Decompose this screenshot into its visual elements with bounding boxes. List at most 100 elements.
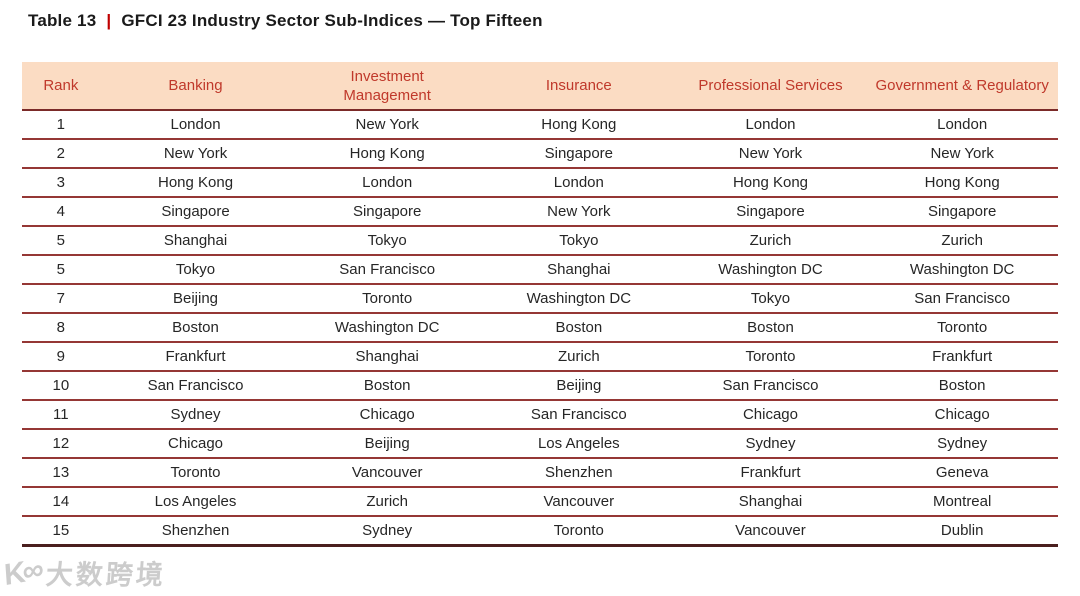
- column-header-label: Banking: [168, 77, 223, 94]
- city-cell: San Francisco: [483, 400, 675, 430]
- column-header: Banking: [99, 62, 292, 111]
- column-header: Government & Regulatory: [866, 62, 1058, 111]
- city-cell: Sydney: [99, 400, 292, 430]
- city-cell: Boston: [674, 313, 867, 343]
- table-row: 2 New York Hong Kong Singapore New York New Y…: [22, 139, 1058, 169]
- column-header: Rank: [22, 62, 100, 111]
- city-cell: Chicago: [674, 400, 867, 430]
- page-title: Table 13 | GFCI 23 Industry Sector Sub-Ind…: [28, 11, 543, 31]
- city-cell: Dublin: [866, 516, 1058, 547]
- city-cell: Hong Kong: [483, 110, 675, 140]
- watermark-logo-icon: K∞: [3, 552, 42, 592]
- table-row: 14 Los Angeles Zurich Vancouver Shanghai Mont…: [22, 487, 1058, 517]
- city-cell: Singapore: [483, 139, 675, 169]
- city-cell: London: [674, 110, 867, 140]
- city-cell: Chicago: [99, 429, 292, 459]
- city-cell: Toronto: [674, 342, 867, 372]
- city-cell: London: [291, 168, 483, 198]
- column-header: Professional Services: [674, 62, 867, 111]
- table-title-text: GFCI 23 Industry Sector Sub-Indices — To…: [121, 11, 543, 30]
- city-cell: Zurich: [866, 226, 1058, 256]
- city-cell: Los Angeles: [99, 487, 292, 517]
- header-row: Rank Banking Investment Management Insuranc…: [22, 62, 1058, 111]
- city-cell: Hong Kong: [866, 168, 1058, 198]
- table-row: 10 San Francisco Boston Beijing San Francisc…: [22, 371, 1058, 401]
- rank-cell: 1: [22, 110, 100, 140]
- rank-cell: 15: [22, 516, 100, 547]
- column-header: Investment Management: [291, 62, 483, 111]
- city-cell: Zurich: [483, 342, 675, 372]
- city-cell: Toronto: [866, 313, 1058, 343]
- rank-cell: 4: [22, 197, 100, 227]
- city-cell: Vancouver: [291, 458, 483, 488]
- rank-cell: 11: [22, 400, 100, 430]
- city-cell: London: [483, 168, 675, 198]
- city-cell: Singapore: [99, 197, 292, 227]
- table-row: 4 Singapore Singapore New York Singapore Sing…: [22, 197, 1058, 227]
- city-cell: New York: [483, 197, 675, 227]
- watermark-text: 大数跨境: [44, 560, 167, 590]
- rank-cell: 7: [22, 284, 100, 314]
- column-header: Insurance: [483, 62, 675, 111]
- city-cell: Hong Kong: [291, 139, 483, 169]
- city-cell: Geneva: [866, 458, 1058, 488]
- rank-cell: 10: [22, 371, 100, 401]
- city-cell: Beijing: [99, 284, 292, 314]
- table-row: 5 Tokyo San Francisco Shanghai Washington DC…: [22, 255, 1058, 285]
- city-cell: Hong Kong: [674, 168, 867, 198]
- city-cell: Sydney: [866, 429, 1058, 459]
- city-cell: London: [99, 110, 292, 140]
- city-cell: Washington DC: [291, 313, 483, 343]
- rank-cell: 8: [22, 313, 100, 343]
- city-cell: Washington DC: [674, 255, 867, 285]
- city-cell: Toronto: [99, 458, 292, 488]
- table-row: 15 Shenzhen Sydney Toronto Vancouver Dublin: [22, 516, 1058, 547]
- city-cell: London: [866, 110, 1058, 140]
- rank-cell: 5: [22, 226, 100, 256]
- rank-cell: 13: [22, 458, 100, 488]
- city-cell: Toronto: [483, 516, 675, 547]
- city-cell: Beijing: [291, 429, 483, 459]
- rank-cell: 5: [22, 255, 100, 285]
- title-separator: |: [106, 11, 112, 30]
- column-header-label: Rank: [43, 77, 79, 94]
- city-cell: Shanghai: [291, 342, 483, 372]
- table-number-label: Table 13: [28, 11, 97, 30]
- city-cell: New York: [99, 139, 292, 169]
- city-cell: Singapore: [674, 197, 867, 227]
- city-cell: New York: [866, 139, 1058, 169]
- column-header-label: Insurance: [545, 77, 612, 94]
- city-cell: San Francisco: [866, 284, 1058, 314]
- city-cell: Washington DC: [483, 284, 675, 314]
- city-cell: Zurich: [291, 487, 483, 517]
- city-cell: Tokyo: [674, 284, 867, 314]
- city-cell: Tokyo: [483, 226, 675, 256]
- table-row: 7 Beijing Toronto Washington DC Tokyo San Fra…: [22, 284, 1058, 314]
- city-cell: Shanghai: [674, 487, 867, 517]
- column-header-label: Government & Regulatory: [875, 77, 1049, 94]
- city-cell: Beijing: [483, 371, 675, 401]
- table-row: 3 Hong Kong London London Hong Kong Hong Kong: [22, 168, 1058, 198]
- city-cell: Hong Kong: [99, 168, 292, 198]
- city-cell: Montreal: [866, 487, 1058, 517]
- city-cell: Shanghai: [483, 255, 675, 285]
- table-row: 13 Toronto Vancouver Shenzhen Frankfurt Genev…: [22, 458, 1058, 488]
- table-row: 5 Shanghai Tokyo Tokyo Zurich Zurich: [22, 226, 1058, 256]
- city-cell: San Francisco: [291, 255, 483, 285]
- city-cell: Washington DC: [866, 255, 1058, 285]
- city-cell: Frankfurt: [99, 342, 292, 372]
- city-cell: Boston: [483, 313, 675, 343]
- rank-cell: 3: [22, 168, 100, 198]
- city-cell: Sydney: [291, 516, 483, 547]
- table-row: 11 Sydney Chicago San Francisco Chicago Chica…: [22, 400, 1058, 430]
- rank-cell: 14: [22, 487, 100, 517]
- city-cell: Singapore: [291, 197, 483, 227]
- table-row: 9 Frankfurt Shanghai Zurich Toronto Frankfurt: [22, 342, 1058, 372]
- table-body: 1 London New York Hong Kong London London 2 New…: [22, 110, 1058, 547]
- city-cell: Boston: [866, 371, 1058, 401]
- city-cell: New York: [674, 139, 867, 169]
- table-row: 8 Boston Washington DC Boston Boston Toronto: [22, 313, 1058, 343]
- column-header-label: Investment Management: [343, 67, 431, 104]
- sub-indices-table-container: Rank Banking Investment Management Insuranc…: [22, 62, 1058, 547]
- city-cell: Vancouver: [674, 516, 867, 547]
